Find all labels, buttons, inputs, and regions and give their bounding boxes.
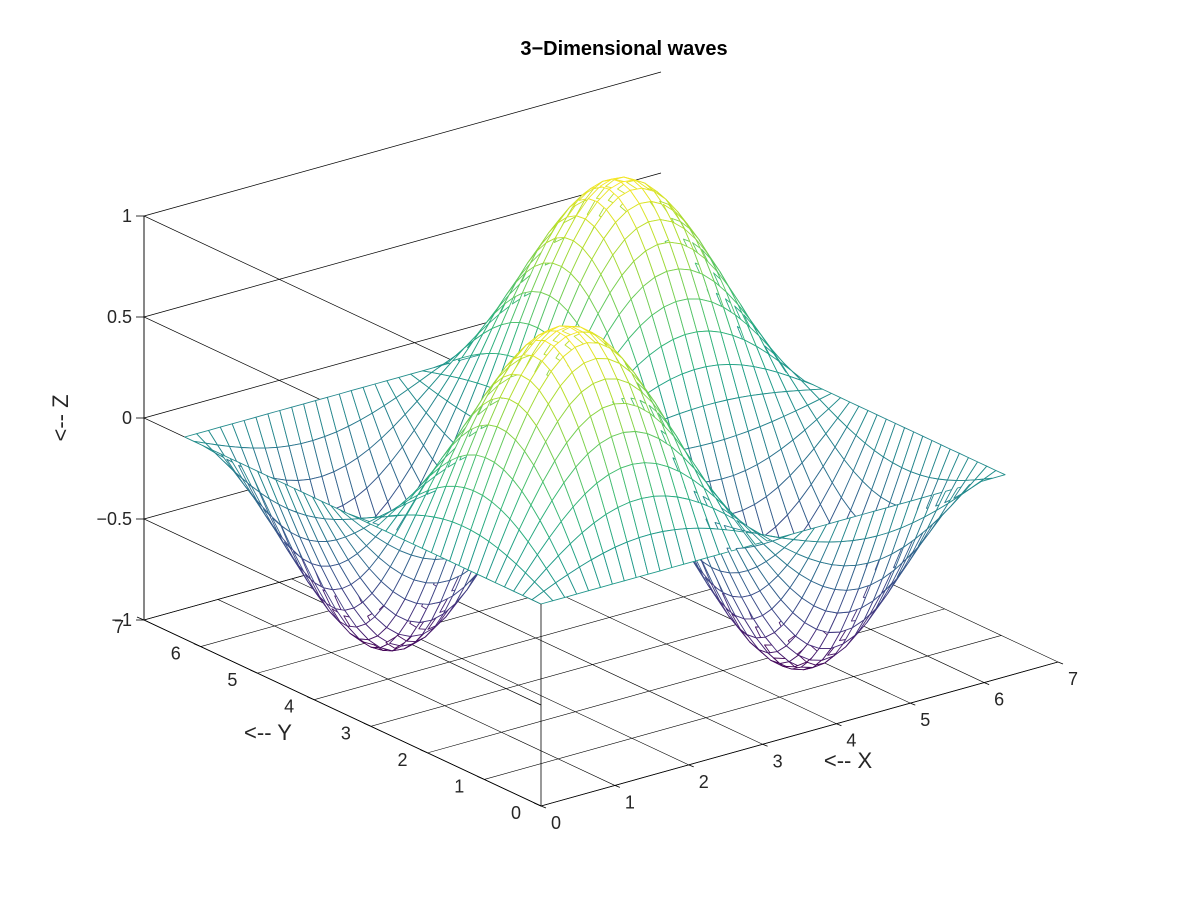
y-tick-mark: [306, 696, 315, 701]
x-tick-mark: [836, 723, 842, 727]
y-tick-label: 7: [114, 617, 124, 637]
chart-title: 3−Dimensional waves: [520, 38, 727, 60]
y-tick-mark: [136, 616, 145, 621]
x-tick-label: 3: [773, 751, 783, 771]
x-tick-label: 1: [625, 792, 635, 812]
z-tick-label: −0.5: [96, 509, 132, 529]
x-tick-label: 2: [699, 772, 709, 792]
y-tick-mark: [420, 749, 428, 754]
z-tick-label: 0: [122, 408, 132, 428]
x-axis-label: <-- X: [824, 748, 873, 773]
z-tick-label: 1: [122, 206, 132, 226]
y-tick-label: 1: [454, 776, 464, 796]
x-tick-label: 5: [920, 710, 930, 730]
y-tick-label: 0: [511, 803, 521, 823]
x-tick-mark: [688, 764, 694, 768]
x-tick-mark: [910, 702, 916, 706]
x-tick-mark: [540, 805, 547, 809]
surface-patch: [983, 470, 1006, 480]
y-tick-label: 6: [171, 644, 181, 664]
x-axis-line: [540, 661, 1059, 807]
floor-gridline-x: [217, 599, 615, 786]
z-tick-label: 0.5: [107, 307, 132, 327]
y-tick-label: 3: [341, 723, 351, 743]
y-tick-label: 5: [227, 670, 237, 690]
y-tick-mark: [533, 802, 542, 807]
y-tick-mark: [193, 643, 201, 647]
x-tick-label: 4: [846, 731, 856, 751]
y-tick-mark: [250, 669, 258, 674]
z-axis-label: <-- Z: [48, 394, 73, 441]
y-axis-line: [143, 619, 542, 807]
x-tick-mark: [1057, 661, 1064, 665]
y-tick-mark: [477, 776, 485, 780]
z-tick-label: −1: [111, 610, 132, 630]
x-tick-label: 7: [1068, 669, 1078, 689]
floor-gridline-y: [427, 608, 945, 754]
y-tick-label: 4: [284, 697, 294, 717]
x-tick-label: 6: [994, 690, 1004, 710]
y-axis-label: <-- Y: [244, 720, 292, 745]
y-tick-label: 2: [398, 750, 408, 770]
surface-mesh: [184, 176, 1006, 671]
floor-gridline-y: [484, 635, 1002, 780]
x-tick-mark: [983, 682, 990, 685]
axes: [136, 215, 1064, 809]
y-tick-mark: [363, 722, 372, 727]
x-tick-mark: [762, 743, 768, 747]
x-tick-label: 0: [551, 813, 561, 833]
x-tick-mark: [614, 785, 621, 788]
